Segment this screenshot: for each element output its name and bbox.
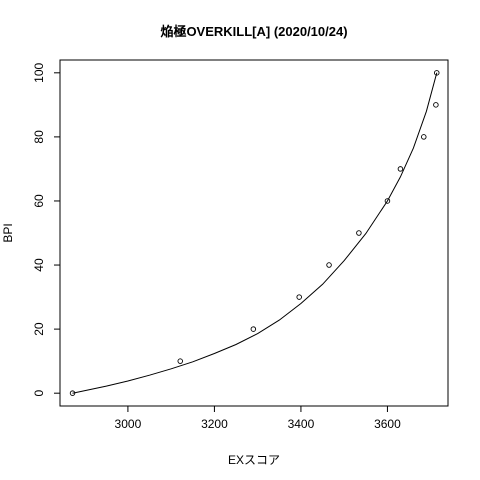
data-point (397, 166, 404, 172)
y-tick-label: 0 (32, 390, 46, 397)
y-tick-label: 20 (32, 322, 46, 336)
fitted-curve (72, 72, 438, 394)
data-point (69, 390, 76, 396)
data-point (250, 326, 257, 332)
x-tick-label: 3200 (201, 417, 228, 431)
data-point (434, 70, 440, 76)
y-tick-label: 60 (32, 194, 46, 208)
y-tick-label: 80 (32, 130, 46, 144)
x-tick-label: 3600 (374, 417, 401, 431)
y-tick-label: 40 (32, 258, 46, 272)
data-point (326, 262, 332, 268)
x-axis-label: EXスコア (228, 453, 280, 467)
plot-frame (59, 59, 449, 407)
chart-title: 焔極OVERKILL[A] (2020/10/24) (160, 24, 347, 39)
x-tick-label: 3000 (115, 417, 142, 431)
x-axis: 3000 3200 3400 3600 (115, 405, 401, 431)
data-point (433, 102, 439, 108)
data-points (69, 70, 440, 396)
data-point (384, 198, 391, 204)
data-point (177, 358, 183, 364)
y-axis: 0 20 40 60 80 100 (32, 62, 61, 397)
data-point (421, 134, 427, 140)
y-tick-label: 100 (32, 62, 46, 82)
x-tick-label: 3400 (288, 417, 315, 431)
data-point (296, 294, 302, 300)
y-axis-label: BPI (1, 223, 15, 242)
data-point (356, 230, 362, 236)
